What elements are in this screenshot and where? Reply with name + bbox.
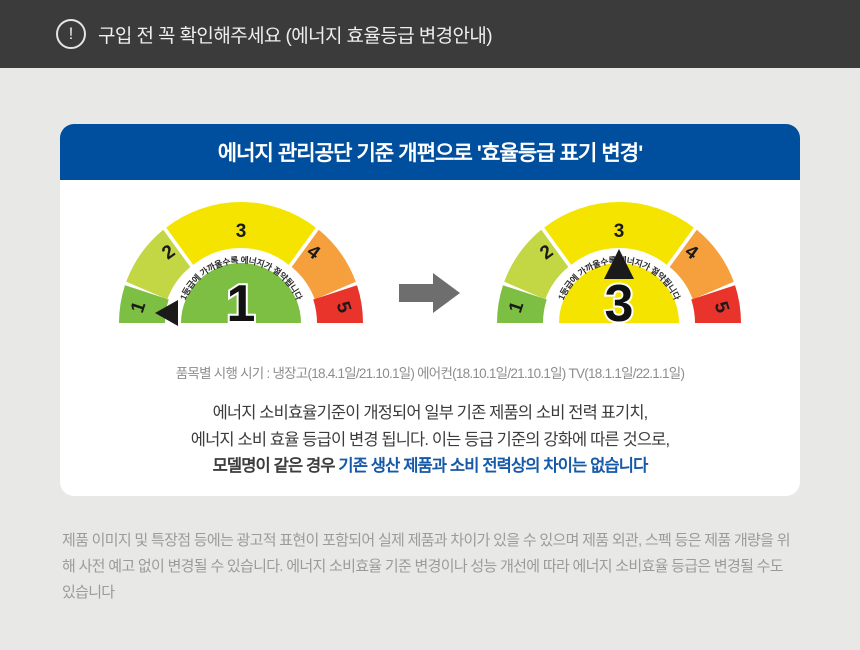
segment-5 [691,285,741,323]
before-inner-dome [181,263,301,323]
segment-4 [291,229,356,300]
segment-label-3: 3 [236,221,247,242]
before-gauge: 1 2 3 4 5 1등급에 가까울수록 에너지가 절약됩니다 1 [107,201,375,341]
after-inner-dome [559,263,679,323]
exclamation-mark: ! [68,23,74,43]
after-gauge-svg: 1 2 3 4 5 1등급에 가까울수록 에너지가 절약됩니다 3 [497,201,741,335]
segment-1 [497,285,547,323]
legal-disclaimer: 제품 이미지 및 특장점 등에는 광고적 표현이 포함되어 실제 제품과 차이가… [62,532,791,601]
segment-2 [126,229,191,300]
before-grade-number: 1 [227,275,256,333]
segment-5 [313,285,364,323]
exclamation-circle-icon: ! [56,19,86,49]
gauge-segments [497,201,741,323]
body-line-2: 에너지 소비 효율 등급이 변경 됩니다. 이는 등급 기준의 강화에 따른 것… [190,430,670,449]
gauge-segments [118,201,364,323]
notice-title: 구입 전 꼭 확인해주세요 (에너지 효율등급 변경안내) [98,25,493,47]
card-header: 에너지 관리공단 기준 개편으로 '효율등급 표기 변경' [60,124,800,180]
body-line-1: 에너지 소비효율기준이 개정되어 일부 기존 제품의 소비 전력 표기치, [212,404,649,422]
body-line-3-prefix: 모델명이 같은 경우 [212,457,339,476]
schedule-fineprint: 품목별 시행 시기 : 냉장고(18.4.1일/21.10.1일) 에어컨(18… [175,366,685,381]
energy-grade-card: 에너지 관리공단 기준 개편으로 '효율등급 표기 변경' [60,124,800,496]
gauge-comparison-row: 1 2 3 4 5 1등급에 가까울수록 에너지가 절약됩니다 1 [60,180,800,356]
before-gauge-svg: 1 2 3 4 5 1등급에 가까울수록 에너지가 절약됩니다 1 [118,201,364,335]
after-pointer-triangle [604,249,634,279]
notice-body: 에너지 소비효율기준이 개정되어 일부 기존 제품의 소비 전력 표기치, 에너… [60,400,800,480]
segment-3 [166,201,316,265]
segment-4 [669,229,734,300]
notice-topbar: ! 구입 전 꼭 확인해주세요 (에너지 효율등급 변경안내) [0,0,860,68]
card-header-title: 에너지 관리공단 기준 개편으로 '효율등급 표기 변경' [217,142,644,165]
after-gauge: 1 2 3 4 5 1등급에 가까울수록 에너지가 절약됩니다 3 [485,201,753,341]
segment-3 [544,201,694,265]
right-arrow-icon [399,273,460,313]
body-line-3-highlight: 기존 생산 제품과 소비 전력상의 차이는 없습니다 [338,457,648,476]
body-line-3: 모델명이 같은 경우 기존 생산 제품과 소비 전력상의 차이는 없습니다 [60,453,800,480]
after-grade-number: 3 [605,275,634,333]
segment-label-3: 3 [614,221,625,242]
before-pointer-triangle [155,300,178,326]
segment-2 [504,229,569,300]
